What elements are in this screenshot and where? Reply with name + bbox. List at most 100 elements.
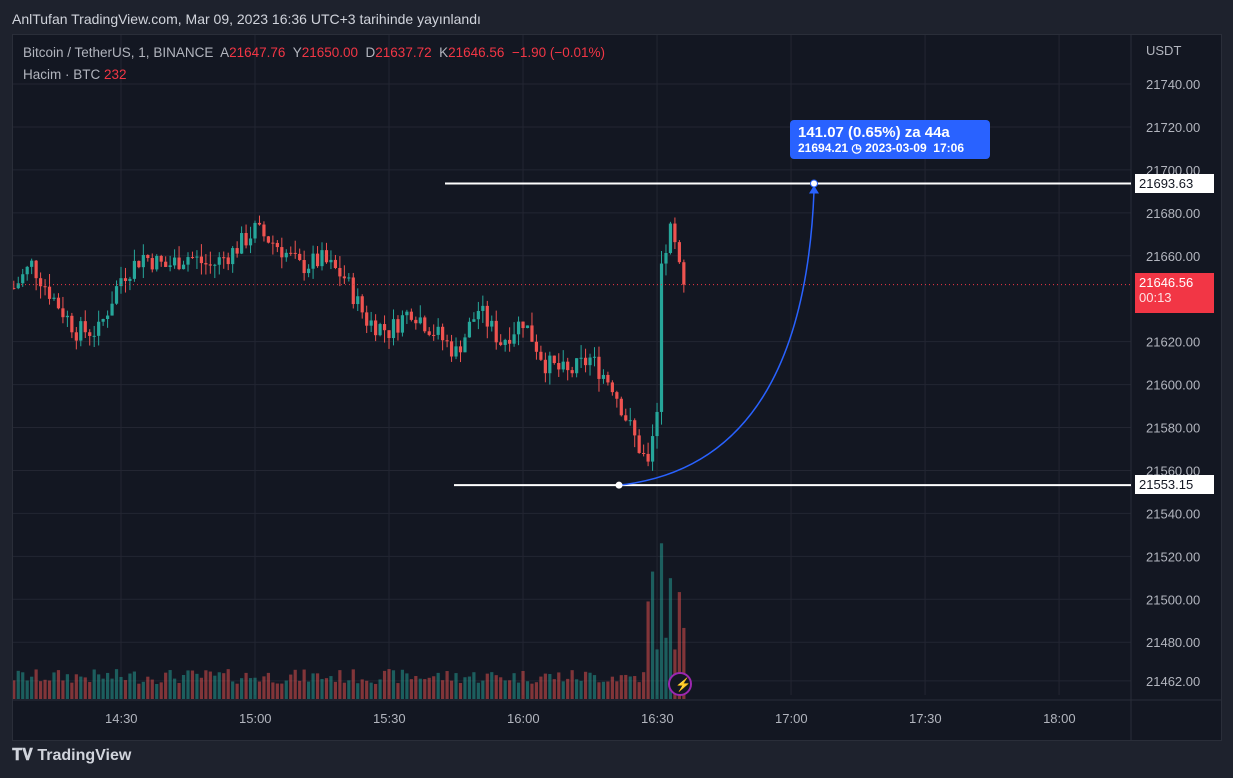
chart-canvas[interactable]: 21740.0021720.0021700.0021680.0021660.00…: [13, 35, 1221, 740]
volume-bar: [508, 680, 512, 699]
candle-body: [137, 260, 141, 268]
candle-body: [271, 242, 275, 244]
volume-bar: [38, 681, 43, 699]
volume-bar: [356, 683, 360, 699]
lightning-icon[interactable]: [668, 672, 692, 696]
candle-body: [25, 266, 29, 275]
candle-body: [293, 252, 297, 254]
candle-body: [499, 342, 503, 345]
candle-body: [74, 332, 78, 341]
candle-body: [677, 242, 681, 263]
candle-body: [615, 392, 619, 399]
candle-body: [298, 253, 302, 260]
low-value: 21637.72: [375, 45, 432, 60]
candle-body: [280, 247, 284, 258]
volume-bar: [655, 649, 659, 699]
logo-icon: 𝐓𝐕: [12, 747, 33, 764]
candle-body: [231, 248, 235, 265]
candle-body: [463, 337, 467, 353]
volume-bar: [521, 670, 525, 699]
volume-bar: [642, 672, 646, 699]
candle-body: [65, 315, 69, 318]
candle-body: [101, 318, 105, 322]
candle-body: [13, 287, 16, 289]
candle-body: [458, 346, 463, 353]
candle-body: [195, 256, 199, 258]
volume-bar: [141, 681, 145, 699]
volume-bar: [481, 680, 485, 699]
candle-body: [248, 238, 253, 246]
candle-body: [199, 256, 204, 264]
volume-bar: [155, 683, 159, 699]
candle-body: [374, 320, 378, 336]
volume-bar: [61, 680, 65, 699]
price-tick: 21680.00: [1146, 206, 1200, 221]
tradingview-logo[interactable]: 𝐓𝐕 TradingView: [12, 747, 132, 764]
volume-bar: [114, 669, 119, 699]
chart-pane[interactable]: 21740.00 21720.00 21700.00 21680.00 21660.00…: [12, 34, 1222, 741]
volume-bar: [441, 680, 445, 699]
volume-bar: [25, 680, 29, 699]
candle-body: [164, 261, 168, 267]
candle-body: [485, 305, 489, 327]
candle-body: [190, 257, 195, 259]
time-tick: 18:00: [1043, 711, 1076, 726]
candle-body: [369, 320, 373, 326]
candle-body: [253, 222, 257, 239]
candle-body: [141, 254, 145, 268]
volume-bar: [378, 679, 382, 699]
volume-bar: [13, 680, 16, 699]
candle-body: [105, 315, 110, 319]
volume-bar: [266, 672, 271, 699]
volume-bar: [597, 682, 601, 699]
candle-body: [418, 317, 422, 324]
volume-bar: [101, 678, 105, 699]
volume-bar: [92, 669, 96, 699]
volume-bar: [445, 671, 449, 699]
volume-bar: [351, 669, 355, 699]
volume-bar: [570, 670, 574, 699]
candle-body: [548, 355, 552, 374]
symbol-label[interactable]: Bitcoin / TetherUS, 1, BINANCE: [23, 45, 214, 60]
volume-bar: [302, 669, 306, 699]
candle-body: [610, 382, 614, 393]
candle-body: [128, 278, 132, 281]
volume-bar: [552, 679, 556, 699]
anchor-point: [810, 179, 818, 188]
volume-bar: [588, 672, 592, 699]
volume-bar: [173, 678, 177, 699]
volume-bar: [494, 675, 498, 699]
volume-bar: [530, 683, 534, 699]
candle-body: [244, 233, 248, 246]
candle-body: [16, 283, 20, 289]
volume-bar: [271, 682, 275, 699]
candle-body: [110, 303, 114, 316]
currency-label: USDT: [1146, 43, 1181, 58]
volume-bar: [525, 681, 530, 699]
candle-body: [525, 325, 530, 329]
volume-bar: [199, 677, 204, 699]
candle-body: [561, 361, 565, 370]
volume-bar: [619, 675, 623, 699]
candle-body: [56, 297, 61, 309]
candle-body: [257, 222, 262, 225]
candle-body: [628, 420, 632, 422]
candle-body: [213, 264, 217, 266]
candle-body: [490, 320, 494, 327]
time-tick: 14:30: [105, 711, 138, 726]
candle-body: [534, 341, 539, 352]
volume-bar: [248, 678, 253, 699]
volume-bar: [195, 673, 199, 699]
candle-body: [552, 355, 556, 364]
volume-bar: [606, 681, 610, 699]
candle-body: [320, 250, 324, 267]
volume-bar: [668, 578, 673, 699]
volume-bar: [539, 676, 543, 699]
volume-bar: [534, 682, 539, 699]
candle-body: [284, 252, 288, 258]
candle-body: [360, 296, 364, 313]
volume-bar: [405, 673, 409, 699]
candle-body: [351, 277, 355, 305]
volume-bar: [365, 680, 369, 699]
candle-body: [441, 326, 445, 341]
